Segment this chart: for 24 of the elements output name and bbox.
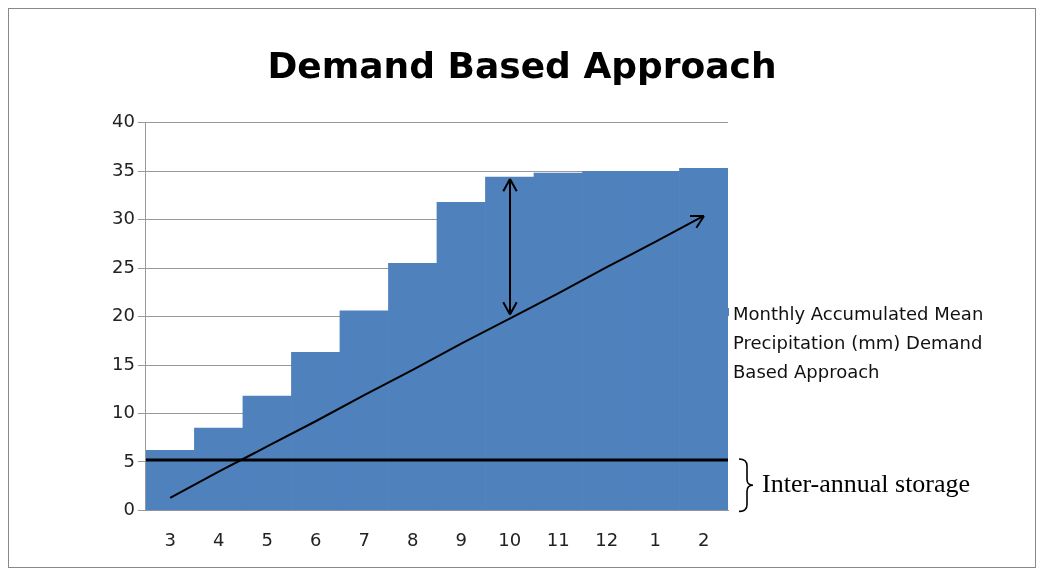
x-tick-label: 3 [164,528,176,550]
y-tick-label: 40 [112,110,135,132]
x-tick-label: 12 [595,528,619,550]
x-tick-label: 7 [358,528,370,550]
x-tick-label: 11 [546,528,570,550]
x-tick-label: 6 [309,528,322,550]
y-tick-label: 5 [123,449,135,471]
x-tick-label: 2 [698,528,710,550]
x-tick-label: 5 [261,528,273,550]
x-tick-label: 10 [498,528,522,550]
y-tick-label: 20 [112,304,135,326]
y-tick-label: 35 [112,158,135,180]
text: Inter-annual storage [762,469,971,500]
y-tick-label: 10 [112,401,135,423]
x-tick-label: 8 [406,528,419,550]
chart-title: Demand Based Approach [266,45,778,86]
legend-label: Monthly Accumulated Mean Precipitation (mm) Demand Based Approach [733,302,985,384]
y-tick-label: 25 [112,255,135,277]
x-tick-label: 9 [455,528,467,550]
x-tick-label: 4 [212,528,225,550]
y-tick-label: 30 [112,207,135,229]
y-tick-label: 0 [123,498,135,520]
x-tick-label: 1 [649,528,661,550]
y-tick-label: 15 [112,352,135,374]
